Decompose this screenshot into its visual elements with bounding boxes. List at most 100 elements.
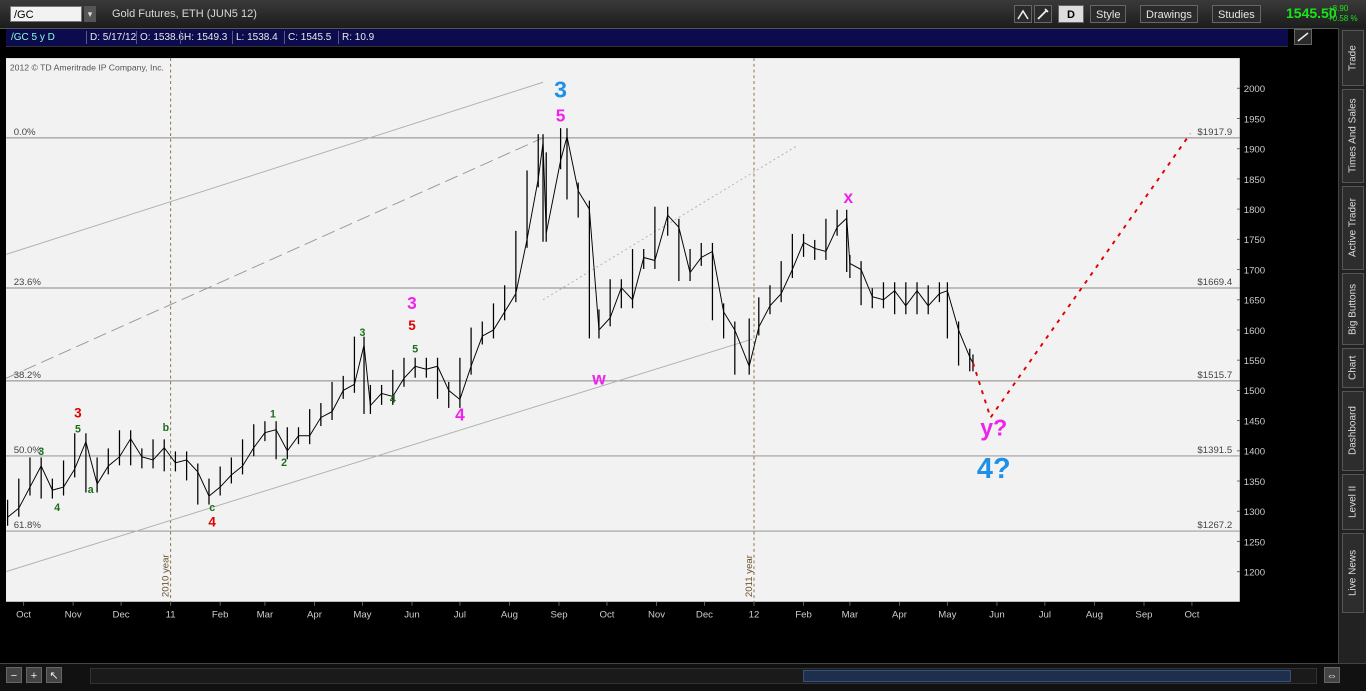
y-tick-label: 1800	[1244, 205, 1265, 216]
x-tick-label: Sep	[550, 609, 567, 620]
zoom-in-icon[interactable]: +	[26, 667, 42, 683]
year-marker-label: 2010 year	[161, 554, 172, 598]
rail-tab-dashboard[interactable]: Dashboard	[1342, 391, 1364, 471]
wave-label: 5	[408, 318, 416, 333]
bar-close: C: 1545.5	[284, 31, 331, 44]
wave-label: 3	[359, 327, 365, 339]
channel-line	[6, 137, 544, 379]
symbol-period: /GC 5 y D	[11, 32, 55, 43]
fib-percent-label: 23.6%	[14, 277, 42, 288]
scroll-arrows-icon[interactable]: ⇔	[1324, 667, 1340, 683]
price-chart[interactable]: 2012 © TD Ameritrade IP Company, Inc.120…	[6, 47, 1288, 637]
y-axis-band	[1239, 58, 1288, 626]
expand-icon[interactable]	[1294, 29, 1312, 45]
scrollbar-thumb[interactable]	[803, 670, 1291, 682]
style-button[interactable]: Style	[1090, 5, 1127, 23]
x-tick-label: 12	[749, 609, 760, 620]
period-button[interactable]: D	[1058, 5, 1084, 23]
y-tick-label: 2000	[1244, 84, 1265, 95]
style-label: Style	[1096, 9, 1121, 21]
channel-line	[6, 338, 753, 573]
bar-open: O: 1538.6	[136, 31, 184, 44]
studies-label: Studies	[1218, 9, 1255, 21]
y-tick-label: 1600	[1244, 326, 1265, 337]
rail-tab-chart[interactable]: Chart	[1342, 348, 1364, 388]
chart-settings-icon[interactable]	[1014, 5, 1032, 23]
y-tick-label: 1500	[1244, 386, 1265, 397]
x-tick-label: Nov	[65, 609, 82, 620]
rail-tab-trade[interactable]: Trade	[1342, 30, 1364, 86]
studies-button[interactable]: Studies	[1212, 5, 1261, 23]
y-tick-label: 1650	[1244, 296, 1265, 307]
x-tick-label: Jul	[454, 609, 466, 620]
x-tick-label: Mar	[257, 609, 274, 620]
fib-percent-label: 61.8%	[14, 520, 42, 531]
x-tick-label: Feb	[212, 609, 229, 620]
x-tick-label: May	[938, 609, 956, 620]
symbol-input[interactable]: /GC	[10, 6, 82, 22]
y-tick-label: 1300	[1244, 507, 1265, 518]
wave-label: y?	[980, 415, 1007, 441]
bottom-bar: − + ↖ ⇔	[0, 663, 1366, 691]
symbol-description: Gold Futures, ETH (JUN5 12)	[112, 8, 257, 20]
y-tick-label: 1900	[1244, 145, 1265, 156]
symbol-dropdown-button[interactable]: ▾	[84, 6, 96, 22]
x-tick-label: Aug	[501, 609, 518, 620]
x-tick-label: Apr	[892, 609, 908, 620]
plot-background	[6, 58, 1240, 602]
channel-line	[542, 145, 798, 301]
wave-label: 3	[38, 446, 44, 458]
x-tick-label: Jun	[404, 609, 420, 620]
wave-label: 2	[281, 457, 287, 469]
wave-label: 5	[75, 424, 81, 436]
y-tick-label: 1450	[1244, 416, 1265, 427]
year-marker-label: 2011 year	[744, 554, 755, 597]
y-tick-label: 1550	[1244, 356, 1265, 367]
wave-label: 4?	[977, 453, 1011, 485]
wave-label: 4	[390, 393, 396, 405]
bar-range: R: 10.9	[338, 31, 374, 44]
rail-tab-active-trader[interactable]: Active Trader	[1342, 186, 1364, 270]
fib-price-label: $1669.4	[1197, 277, 1232, 288]
fib-percent-label: 38.2%	[14, 370, 42, 381]
x-tick-label: Dec	[113, 609, 130, 620]
bar-date: D: 5/17/12	[86, 31, 136, 44]
x-tick-label: Oct	[599, 609, 614, 620]
drawings-button[interactable]: Drawings	[1140, 5, 1198, 23]
percent-change: +0.58 %	[1328, 14, 1358, 23]
wave-label: a	[88, 484, 94, 496]
pointer-icon[interactable]: ↖	[46, 667, 62, 683]
projection-path	[972, 133, 1192, 420]
top-toolbar: /GC ▾ Gold Futures, ETH (JUN5 12) D Styl…	[0, 0, 1366, 29]
wave-label: 5	[556, 106, 566, 126]
time-scrollbar[interactable]	[90, 668, 1317, 684]
x-tick-label: May	[353, 609, 371, 620]
bar-high: H: 1549.3	[180, 31, 227, 44]
wrench-icon-glyph	[1037, 8, 1049, 20]
y-tick-label: 1700	[1244, 265, 1265, 276]
fib-price-label: $1515.7	[1197, 370, 1232, 381]
y-tick-label: 1350	[1244, 477, 1265, 488]
x-tick-label: Dec	[696, 609, 713, 620]
price-line	[7, 136, 974, 518]
zoom-out-icon[interactable]: −	[6, 667, 22, 683]
rail-tab-level-ii[interactable]: Level II	[1342, 474, 1364, 530]
fib-percent-label: 50.0%	[14, 445, 42, 456]
channel-line	[6, 81, 544, 255]
y-tick-label: 1250	[1244, 537, 1265, 548]
wave-label: 4	[208, 514, 216, 529]
rail-tab-times-and-sales[interactable]: Times And Sales	[1342, 89, 1364, 183]
wave-label: c	[209, 502, 215, 514]
expand-icon-glyph	[1297, 32, 1309, 42]
wave-label: b	[163, 422, 170, 434]
x-tick-label: Jul	[1039, 609, 1051, 620]
rail-tab-big-buttons[interactable]: Big Buttons	[1342, 273, 1364, 345]
wave-label: 3	[554, 76, 567, 102]
x-tick-label: Sep	[1135, 609, 1152, 620]
net-change: +8.90	[1328, 4, 1349, 13]
wave-label: x	[843, 187, 853, 207]
fib-price-label: $1391.5	[1197, 445, 1232, 456]
wrench-icon[interactable]	[1034, 5, 1052, 23]
last-price: 1545.50	[1286, 5, 1337, 21]
rail-tab-live-news[interactable]: Live News	[1342, 533, 1364, 613]
